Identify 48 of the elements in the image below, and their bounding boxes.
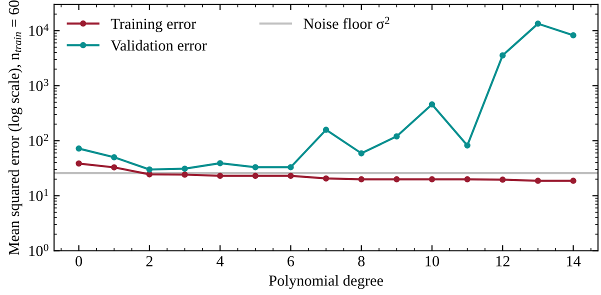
point [394,176,400,182]
y-axis-title: Mean squared error (log scale), n$_{train}$ = 60 [8,0,22,255]
point [252,164,259,170]
y-tick-label: 10$^{2}$ [29,134,48,146]
point [216,172,224,179]
point [358,176,364,182]
x-tick-label: 12 [496,256,510,266]
point [288,172,294,179]
point [146,171,153,178]
point [182,171,188,178]
legend-label: Noise floor σ$^{2}$ [304,16,390,29]
y-tick-label: 10$^{4}$ [29,24,49,36]
point [394,133,400,140]
x-tick-label: 4 [216,256,224,266]
point [570,178,576,184]
legend-label: Training error [110,18,196,32]
y-tick-label: 10$^{1}$ [29,188,48,202]
point [76,160,82,167]
point [322,126,330,133]
x-tick-label: 14 [566,256,581,266]
point [464,142,470,149]
y-tick-label: 10$^{3}$ [29,78,48,92]
point [76,145,82,152]
legend-label: Validation error [110,40,207,51]
point [500,52,506,58]
point [570,32,576,38]
point [428,101,436,108]
point [534,178,542,184]
point [111,164,118,170]
point [322,175,330,182]
x-tick-label: 6 [288,256,294,266]
x-tick-label: 8 [358,256,365,266]
point [500,176,506,183]
x-tick-label: 2 [146,256,152,266]
point [252,172,259,179]
point [182,166,188,172]
point [464,176,470,182]
x-axis-title: Polynomial degree [268,275,383,289]
point [146,166,153,173]
point [428,176,436,182]
point [358,150,364,156]
x-tick-label: 10 [426,256,440,266]
x-tick-label: 0 [76,256,82,266]
y-tick-label: 10$^{0}$ [29,244,48,256]
point [534,20,542,27]
point [288,164,294,170]
point [216,160,224,166]
point [111,154,118,160]
